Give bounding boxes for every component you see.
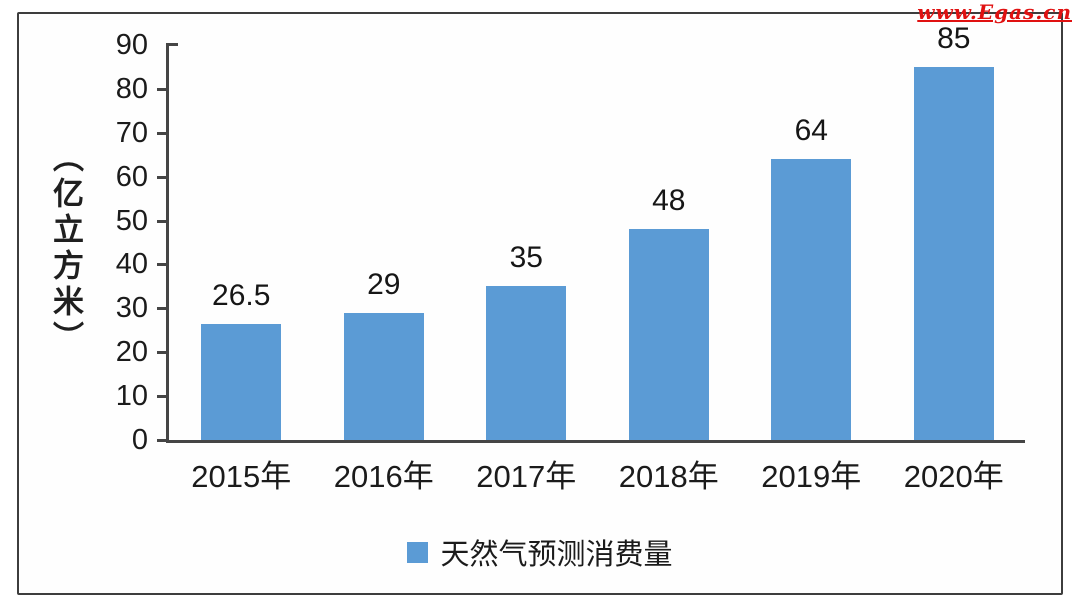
bar <box>628 229 709 440</box>
y-axis-title: （亿立方米） <box>48 141 83 357</box>
y-tick-mark <box>157 87 167 91</box>
bar-value-label: 29 <box>367 267 401 301</box>
y-tick-label: 80 <box>115 72 148 105</box>
y-tick-mark <box>157 351 167 355</box>
legend-item: 天然气预测消费量 <box>407 531 673 573</box>
chart-legend: 天然气预测消费量 <box>0 531 1080 573</box>
bar <box>771 159 852 440</box>
y-tick-mark <box>157 219 167 223</box>
y-tick-label: 40 <box>115 248 148 281</box>
bar-value-label: 48 <box>652 184 686 218</box>
x-tick-label: 2015年 <box>191 459 292 494</box>
y-axis-line <box>166 43 169 443</box>
y-tick-label: 90 <box>115 29 148 61</box>
x-tick-label: 2017年 <box>476 459 577 494</box>
bar <box>913 66 994 440</box>
y-tick-label: 50 <box>115 204 148 237</box>
bar-value-label: 26.5 <box>212 278 271 312</box>
x-axis-line <box>166 440 1025 443</box>
bar <box>486 286 567 440</box>
y-tick-mark <box>157 131 167 135</box>
legend-label: 天然气预测消费量 <box>440 539 673 571</box>
x-tick-label: 2019年 <box>761 459 862 494</box>
y-tick-mark <box>157 395 167 399</box>
x-tick-label: 2018年 <box>618 459 719 494</box>
bar <box>201 323 282 440</box>
x-tick-label: 2016年 <box>333 459 434 494</box>
legend-swatch-icon <box>407 541 429 563</box>
y-tick-label: 30 <box>115 292 148 325</box>
y-tick-mark <box>157 263 167 267</box>
watermark-text: www.Egas.cn <box>917 0 1072 24</box>
bar-value-label: 35 <box>509 241 543 275</box>
bar <box>343 312 424 440</box>
bar-value-label: 85 <box>937 21 971 55</box>
y-axis-top-tick <box>166 43 178 46</box>
y-tick-label: 70 <box>115 116 148 149</box>
y-tick-mark <box>157 307 167 311</box>
y-tick-mark <box>157 439 167 442</box>
y-tick-mark <box>157 175 167 179</box>
y-tick-label: 10 <box>115 380 148 413</box>
y-tick-label: 0 <box>131 424 148 456</box>
x-tick-label: 2020年 <box>903 459 1004 494</box>
bar-value-label: 64 <box>794 114 828 148</box>
y-tick-label: 20 <box>115 336 148 369</box>
y-tick-label: 60 <box>115 160 148 193</box>
